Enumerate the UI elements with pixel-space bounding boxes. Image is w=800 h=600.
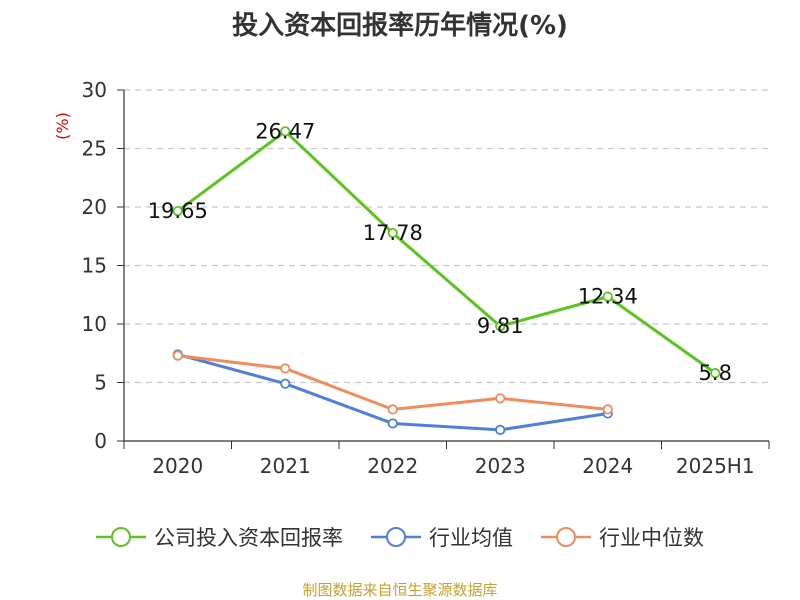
y-axis-unit: (%) (53, 112, 72, 140)
grid-lines (124, 89, 769, 384)
y-tick-label: 0 (94, 429, 107, 453)
legend: 公司投入资本回报率 行业均值 行业中位数 (96, 526, 704, 550)
data-label: 26.47 (255, 119, 315, 143)
data-point (495, 321, 506, 332)
data-point (710, 368, 721, 379)
legend-marker (556, 527, 576, 547)
y-tick-label: 30 (82, 78, 107, 102)
data-labels: 19.65 26.47 17.78 9.81 12.34 5.8 (148, 119, 732, 385)
data-point (387, 227, 398, 239)
legend-label: 行业均值 (429, 526, 513, 550)
data-point (495, 393, 506, 404)
series-layer (172, 126, 721, 435)
data-point (387, 418, 398, 429)
x-tick-label: 2020 (152, 454, 203, 478)
legend-label: 行业中位数 (599, 526, 704, 550)
data-point (495, 424, 506, 435)
data-point (172, 205, 183, 217)
data-point (280, 378, 291, 389)
axes: 0 5 10 15 20 25 30 2020 2021 2022 2023 2024 2025H1 (82, 78, 770, 478)
series-line (176, 129, 717, 375)
y-tick-label: 10 (82, 312, 107, 336)
data-point (602, 404, 613, 415)
x-tick-label: 2025H1 (676, 454, 755, 478)
y-tick-label: 20 (82, 195, 107, 219)
data-point (602, 291, 613, 302)
data-point (172, 350, 183, 361)
x-tick-label: 2021 (260, 454, 311, 478)
y-tick-label: 5 (94, 371, 107, 395)
y-tick-label: 25 (82, 137, 107, 161)
data-label: 5.8 (699, 361, 732, 385)
data-point (387, 404, 398, 415)
source-note: 制图数据来自恒生聚源数据库 (302, 581, 497, 599)
chart-title: 投入资本回报率历年情况(%) (232, 10, 568, 41)
data-label: 12.34 (578, 285, 638, 309)
legend-marker (111, 527, 131, 547)
data-label: 17.78 (363, 221, 423, 245)
data-label: 19.65 (148, 199, 208, 223)
legend-label: 公司投入资本回报率 (154, 526, 343, 550)
data-label: 9.81 (477, 314, 524, 338)
data-point (280, 363, 291, 374)
y-tick-label: 15 (82, 254, 107, 278)
legend-marker (386, 527, 406, 547)
data-point (280, 126, 291, 137)
x-tick-label: 2024 (582, 454, 633, 478)
x-tick-label: 2022 (367, 454, 418, 478)
x-tick-label: 2023 (475, 454, 526, 478)
